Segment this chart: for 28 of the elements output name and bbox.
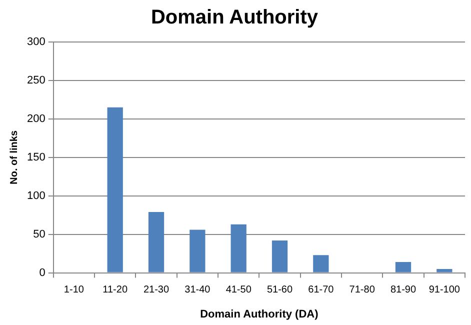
- chart-title: Domain Authority: [150, 6, 319, 29]
- y-tick-label: 200: [26, 112, 46, 125]
- y-tick-label: 150: [26, 151, 46, 164]
- x-tick-label: 91-100: [428, 284, 460, 296]
- x-tick-label: 81-90: [390, 284, 416, 296]
- bar: [230, 224, 246, 272]
- bar: [107, 107, 123, 272]
- x-tick-label: 1-10: [64, 284, 84, 296]
- x-tick-label: 11-20: [102, 284, 128, 296]
- bar: [272, 240, 288, 272]
- bar: [313, 255, 329, 272]
- bar: [395, 262, 412, 272]
- x-tick-label: 61-70: [308, 284, 334, 296]
- bar: [190, 230, 206, 272]
- y-tick-label: 50: [33, 228, 46, 240]
- bar: [148, 212, 164, 272]
- y-tick-label: 100: [26, 190, 46, 202]
- y-tick-label: 300: [26, 36, 46, 48]
- y-tick-label: 0: [39, 266, 46, 279]
- x-tick-label: 41-50: [226, 284, 252, 296]
- x-tick-label: 51-60: [266, 284, 293, 296]
- y-axis-title: No. of links: [8, 130, 20, 184]
- x-tick-label: 21-30: [143, 284, 170, 296]
- x-tick-label: 31-40: [184, 284, 211, 296]
- y-tick-label: 250: [26, 74, 46, 86]
- x-axis-title: Domain Authority (DA): [200, 308, 319, 320]
- x-tick-label: 71-80: [349, 284, 376, 296]
- bar: [436, 268, 452, 272]
